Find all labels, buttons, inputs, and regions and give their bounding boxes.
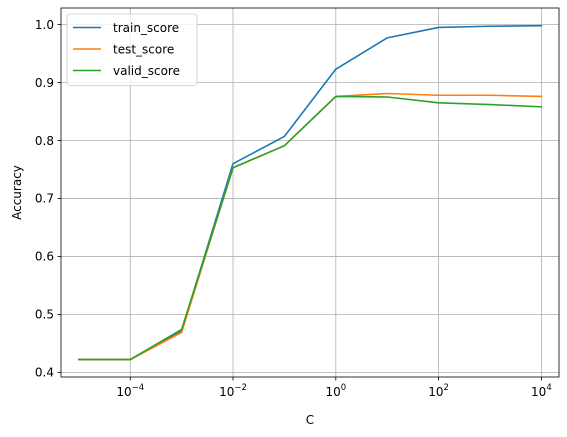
- y-tick-label: 0.9: [35, 76, 54, 90]
- y-tick-label: 0.5: [35, 308, 54, 322]
- legend-label-train-score: train_score: [113, 21, 179, 35]
- y-tick-label: 0.6: [35, 250, 54, 264]
- y-tick-label: 0.7: [35, 192, 54, 206]
- y-axis-label: Accuracy: [10, 165, 24, 220]
- y-tick-label: 0.4: [35, 366, 54, 380]
- legend-label-test-score: test_score: [113, 42, 174, 56]
- legend-label-valid-score: valid_score: [113, 64, 180, 78]
- y-tick-label: 1.0: [35, 18, 54, 32]
- y-tick-label: 0.8: [35, 134, 54, 148]
- legend: train_score test_score valid_score: [67, 14, 197, 86]
- x-axis-label: C: [306, 413, 314, 427]
